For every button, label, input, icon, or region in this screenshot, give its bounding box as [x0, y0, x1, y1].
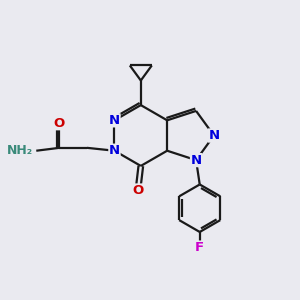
Text: N: N	[208, 129, 220, 142]
Text: N: N	[190, 154, 202, 166]
Text: NH₂: NH₂	[7, 144, 33, 157]
Text: N: N	[109, 114, 120, 127]
Text: O: O	[54, 117, 65, 130]
Text: N: N	[109, 144, 120, 157]
Text: F: F	[195, 241, 204, 254]
Text: O: O	[132, 184, 143, 197]
